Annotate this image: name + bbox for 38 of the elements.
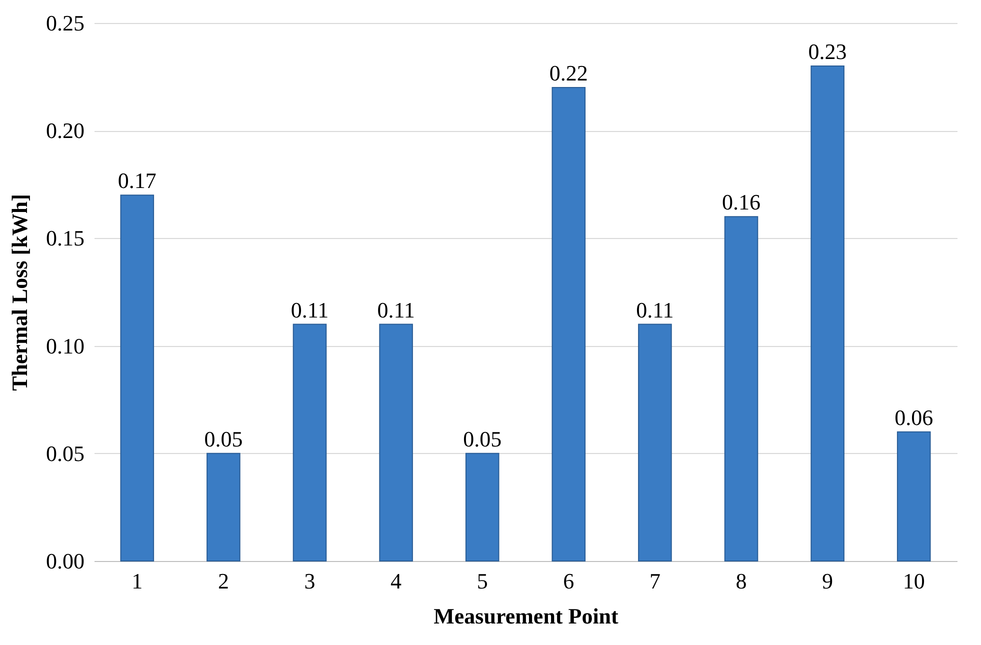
bar (896, 431, 931, 562)
y-axis-title: Thermal Loss [kWh] (7, 194, 32, 391)
x-tick-label: 1 (132, 568, 143, 594)
bar (379, 324, 413, 562)
bar (638, 324, 672, 562)
bar (292, 324, 327, 562)
data-label: 0.17 (118, 168, 156, 194)
data-label: 0.11 (377, 297, 415, 322)
bar (552, 87, 586, 562)
y-tick-label: 0.20 (46, 118, 84, 144)
data-label: 0.23 (808, 39, 847, 64)
x-tick-label: 5 (476, 568, 488, 594)
bar (810, 66, 844, 562)
x-tick-label: 2 (218, 568, 229, 594)
data-label: 0.05 (463, 426, 502, 452)
data-label: 0.22 (549, 60, 588, 86)
data-label: 0.11 (636, 297, 674, 322)
y-tick-label: 0.10 (46, 333, 84, 358)
x-tick-label: 6 (563, 568, 574, 594)
x-tick-label: 9 (822, 568, 834, 594)
data-label: 0.16 (722, 190, 760, 215)
data-label: 0.11 (290, 297, 329, 322)
y-tick-label: 0.25 (46, 10, 84, 36)
x-axis-title: Measurement Point (434, 604, 620, 628)
y-tick-label: 0.05 (46, 440, 84, 466)
x-tick-label: 8 (736, 568, 747, 594)
x-tick-label: 3 (304, 568, 316, 594)
y-tick-label: 0.00 (46, 548, 84, 574)
data-label: 0.05 (204, 426, 243, 452)
bar (206, 452, 240, 562)
bar (120, 194, 154, 562)
y-tick-label: 0.15 (46, 226, 84, 251)
x-tick-label: 4 (390, 568, 402, 594)
x-tick-label: 10 (902, 568, 925, 594)
x-tick-label: 7 (649, 568, 660, 594)
bar (724, 216, 758, 562)
data-label: 0.06 (894, 404, 934, 430)
bar (465, 452, 500, 562)
